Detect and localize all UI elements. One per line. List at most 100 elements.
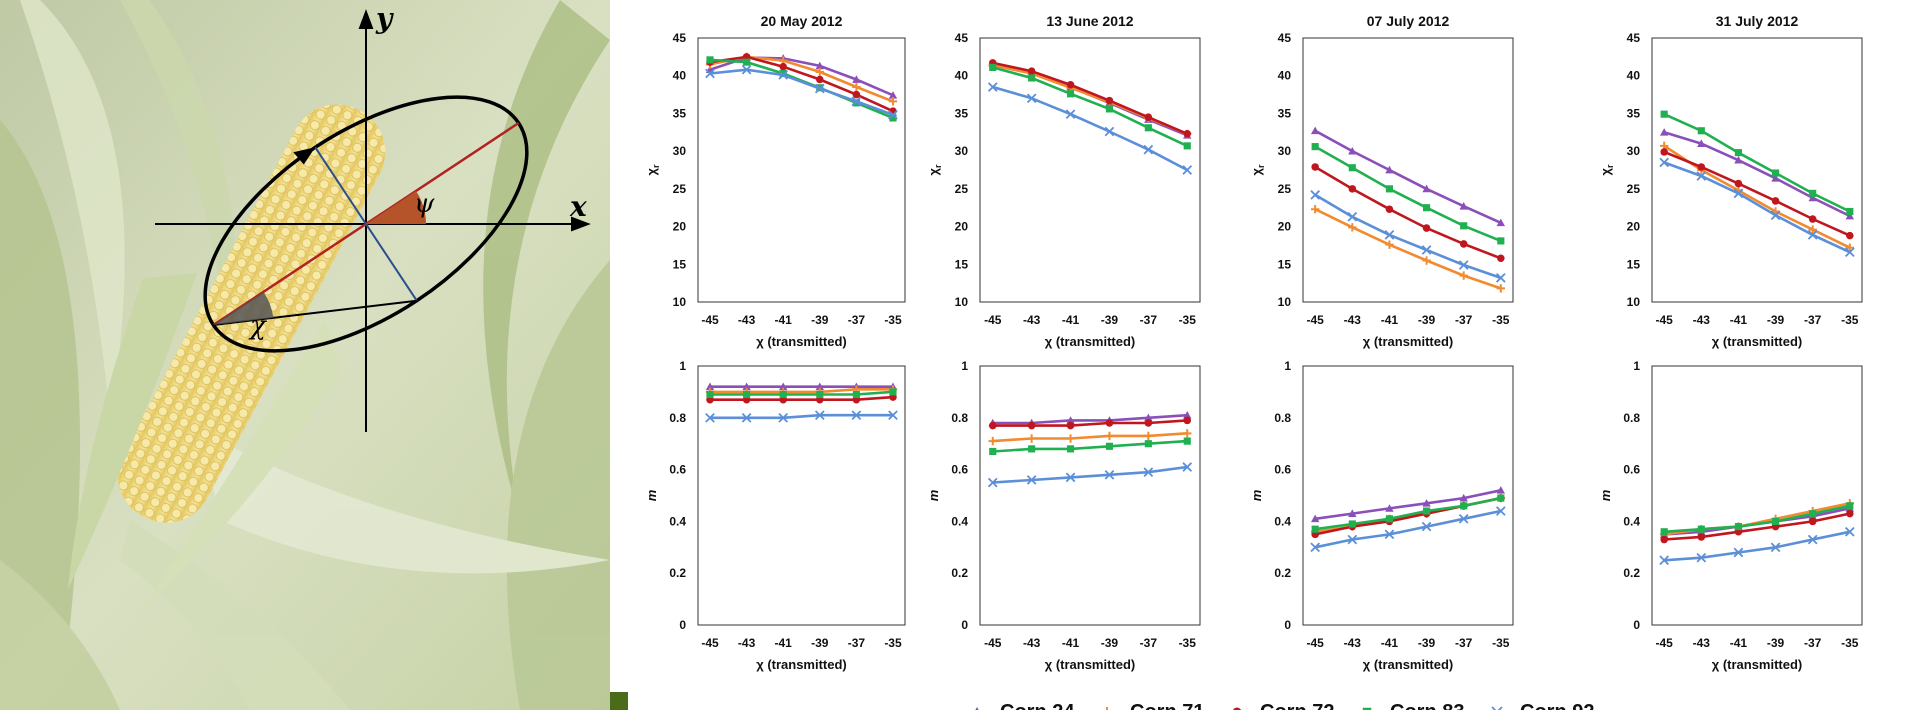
x-tick-label: -41 [1730, 313, 1748, 327]
data-point [1460, 222, 1468, 230]
y-tick-label: 0 [1284, 618, 1291, 632]
series-line [1664, 504, 1851, 534]
data-point [1183, 429, 1192, 438]
series-line [709, 56, 894, 97]
data-point [1183, 130, 1192, 138]
y-tick-label: 0 [679, 618, 686, 632]
data-point [1105, 419, 1114, 427]
series-corn-92 [987, 82, 1193, 175]
series-corn-92 [705, 410, 898, 423]
x-axis-label: χ (transmitted) [1712, 657, 1803, 672]
series-line [710, 387, 893, 394]
y-tick-label: 0.4 [1274, 514, 1291, 528]
data-point [1310, 205, 1320, 214]
data-point [1771, 169, 1780, 177]
series-line [992, 432, 1188, 443]
axis-y-label: y [375, 2, 394, 35]
data-point [814, 83, 825, 94]
y-tick-label: 10 [673, 295, 687, 309]
series-corn-92 [1659, 526, 1855, 566]
data-point [1385, 504, 1394, 512]
series-corn-83 [1311, 494, 1505, 533]
data-point [1105, 431, 1114, 441]
data-point [815, 61, 824, 70]
y-tick-label: 1 [961, 359, 968, 373]
y-tick-label: 25 [1627, 182, 1641, 196]
data-point [1495, 273, 1506, 283]
data-point [1311, 163, 1319, 171]
y-tick-label: 15 [955, 257, 969, 271]
data-point [1310, 190, 1321, 200]
data-point [1066, 80, 1075, 89]
y-tick-label: 10 [1278, 295, 1292, 309]
y-tick-label: 45 [955, 31, 969, 45]
y-tick-label: 40 [1278, 69, 1292, 83]
data-point [1734, 149, 1743, 157]
data-point [1497, 237, 1505, 245]
data-point [852, 82, 861, 92]
data-point [1808, 193, 1817, 202]
x-tick-label: -39 [1418, 313, 1436, 327]
y-tick-label: 0.6 [1623, 463, 1640, 477]
data-point [1422, 224, 1431, 232]
x-tick-label: -45 [1656, 313, 1674, 327]
data-point [706, 390, 714, 399]
x-tick-label: -43 [738, 636, 756, 650]
chart-3: 07 July 2012 10 15 20 25 30 35 40 45 -45 -43 -41 -39… [1249, 13, 1514, 349]
y-axis-label: m [1598, 489, 1613, 501]
data-point [1311, 143, 1319, 151]
series-line [1663, 144, 1851, 249]
y-tick-label: 20 [955, 220, 969, 234]
data-point [742, 382, 751, 391]
data-point [1807, 534, 1818, 545]
data-point [1697, 127, 1705, 135]
legend-label: Corn 71 [1130, 701, 1204, 710]
series-corn-72 [1660, 509, 1854, 544]
plot-area [697, 37, 906, 303]
x-tick-label: -39 [1418, 636, 1436, 650]
data-point [1734, 523, 1743, 531]
data-point [705, 412, 715, 423]
data-point [1660, 110, 1668, 118]
data-point [1733, 547, 1744, 558]
y-tick-label: 0.8 [669, 411, 686, 425]
data-point [988, 421, 997, 430]
data-point [1348, 223, 1357, 232]
data-point [1422, 184, 1431, 193]
series-corn-72 [988, 416, 1192, 430]
chart-4: 31 July 2012 10 15 20 25 30 35 40 45 -45 -43 -41 -39… [1598, 13, 1863, 349]
y-axis-label: χr [1249, 164, 1266, 175]
data-point [1385, 515, 1394, 523]
data-point [1734, 155, 1743, 164]
data-point [1183, 411, 1192, 419]
y-tick-label: 20 [673, 220, 687, 234]
data-point [1105, 442, 1114, 450]
data-point [1066, 434, 1075, 443]
data-point [1844, 526, 1855, 537]
legend-item: Corn 72 [1232, 701, 1334, 710]
series-line [1314, 165, 1502, 260]
data-point [889, 114, 897, 122]
data-point [816, 390, 824, 399]
data-point [1144, 413, 1153, 422]
series-line [1315, 496, 1502, 531]
legend-item: Corn 71 [1106, 701, 1204, 710]
data-point [1348, 509, 1357, 517]
series-corn-83 [989, 63, 1191, 150]
series-corn-71 [1310, 205, 1506, 293]
data-point [1310, 126, 1320, 135]
legend-marker [1232, 707, 1242, 710]
data-point [888, 91, 898, 99]
series-corn-72 [1660, 148, 1854, 240]
x-axis-label: χ (transmitted) [1363, 657, 1454, 672]
x-tick-label: -35 [1492, 313, 1510, 327]
data-point [705, 382, 715, 391]
data-point [1771, 174, 1780, 182]
data-point [1697, 525, 1705, 533]
data-point [1458, 513, 1469, 524]
series-line [1314, 509, 1502, 549]
y-tick-label: 30 [955, 144, 969, 158]
data-point [1385, 205, 1394, 214]
x-tick-label: -41 [775, 636, 793, 650]
data-point [815, 67, 824, 77]
